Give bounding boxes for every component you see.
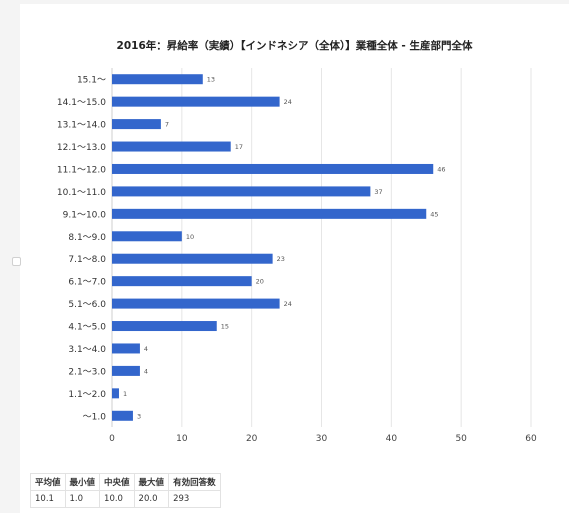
stats-header-count: 有効回答数 xyxy=(168,473,221,491)
bar xyxy=(112,141,231,152)
category-label: 6.1～7.0 xyxy=(68,278,106,288)
category-label: 4.1～5.0 xyxy=(68,323,106,333)
category-label: ～1.0 xyxy=(83,412,107,422)
category-label: 11.1～12.0 xyxy=(57,165,106,175)
value-label: 37 xyxy=(374,188,382,196)
x-tick-label: 40 xyxy=(386,434,398,444)
bar xyxy=(112,96,280,107)
value-label: 17 xyxy=(235,143,243,151)
bar xyxy=(112,208,427,219)
category-label: 10.1～11.0 xyxy=(57,188,106,198)
category-labels: 15.1～ 14.1～15.0 13.1～14.0 12.1～13.0 11.1～12.… xyxy=(57,76,106,423)
x-tick-label: 30 xyxy=(316,434,328,444)
bar xyxy=(112,388,119,399)
bar xyxy=(112,365,140,376)
stats-header-row: 平均値 最小値 中央値 最大値 有効回答数 xyxy=(30,473,221,491)
stats-value-row: 10.1 1.0 10.0 20.0 293 xyxy=(30,490,221,508)
value-label: 24 xyxy=(284,98,292,106)
stats-header-median: 中央値 xyxy=(99,473,135,491)
category-label: 13.1～14.0 xyxy=(57,121,106,131)
x-tick-label: 0 xyxy=(109,434,115,444)
stats-header-mean: 平均値 xyxy=(30,473,66,491)
stats-value-min: 1.0 xyxy=(64,490,101,508)
value-label: 45 xyxy=(430,210,438,218)
bar xyxy=(112,253,273,264)
bar xyxy=(112,298,280,309)
value-label: 20 xyxy=(256,278,264,286)
category-label: 2.1～3.0 xyxy=(68,367,106,377)
category-label: 7.1～8.0 xyxy=(68,255,106,265)
value-label: 46 xyxy=(437,165,445,173)
value-label: 7 xyxy=(165,121,169,129)
value-label: 4 xyxy=(144,367,148,375)
category-label: 5.1～6.0 xyxy=(68,300,106,310)
stats-value-median: 10.0 xyxy=(99,490,135,508)
grid-lines xyxy=(111,68,532,427)
bar xyxy=(112,321,217,332)
value-label: 1 xyxy=(123,390,127,398)
bar xyxy=(112,276,252,287)
category-label: 12.1～13.0 xyxy=(57,143,106,153)
bar xyxy=(112,186,371,197)
stats-table: 平均値 最小値 中央値 最大値 有効回答数 10.1 1.0 10.0 20.0… xyxy=(30,473,221,508)
x-tick-label: 10 xyxy=(176,434,188,444)
value-label: 10 xyxy=(186,233,194,241)
bar xyxy=(112,74,203,85)
bar xyxy=(112,343,140,354)
category-label: 8.1～9.0 xyxy=(68,233,106,243)
stats-header-max: 最大値 xyxy=(133,473,170,491)
stats-value-mean: 10.1 xyxy=(30,490,66,508)
stats-header-min: 最小値 xyxy=(64,473,101,491)
bars xyxy=(112,74,434,421)
stats-value-max: 20.0 xyxy=(133,490,170,508)
bar xyxy=(112,231,182,242)
side-checkbox[interactable] xyxy=(12,257,21,266)
bar xyxy=(112,119,161,130)
value-label: 4 xyxy=(144,345,148,353)
value-label: 13 xyxy=(207,76,215,84)
value-label: 24 xyxy=(284,300,292,308)
x-tick-labels: 0 10 20 30 40 50 60 xyxy=(109,434,537,444)
x-tick-label: 50 xyxy=(455,434,467,444)
category-label: 14.1～15.0 xyxy=(57,98,106,108)
value-label: 15 xyxy=(221,323,229,331)
category-label: 9.1～10.0 xyxy=(63,210,107,220)
chart-title: 2016年：昇給率（実績）【インドネシア（全体）】業種全体 - 生産部門全体 xyxy=(116,40,473,52)
x-tick-label: 60 xyxy=(525,434,537,444)
bar xyxy=(112,163,434,174)
stats-value-count: 293 xyxy=(168,490,221,508)
value-label: 3 xyxy=(137,412,141,420)
value-label: 23 xyxy=(277,255,285,263)
bar-chart: 15.1～ 14.1～15.0 13.1～14.0 12.1～13.0 11.1～12.… xyxy=(57,68,537,444)
category-label: 15.1～ xyxy=(77,76,106,86)
bar xyxy=(112,410,133,421)
category-label: 1.1～2.0 xyxy=(68,390,106,400)
category-label: 3.1～4.0 xyxy=(68,345,106,355)
x-tick-label: 20 xyxy=(246,434,258,444)
